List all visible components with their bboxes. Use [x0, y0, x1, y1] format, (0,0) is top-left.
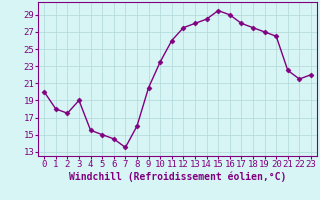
X-axis label: Windchill (Refroidissement éolien,°C): Windchill (Refroidissement éolien,°C) — [69, 172, 286, 182]
